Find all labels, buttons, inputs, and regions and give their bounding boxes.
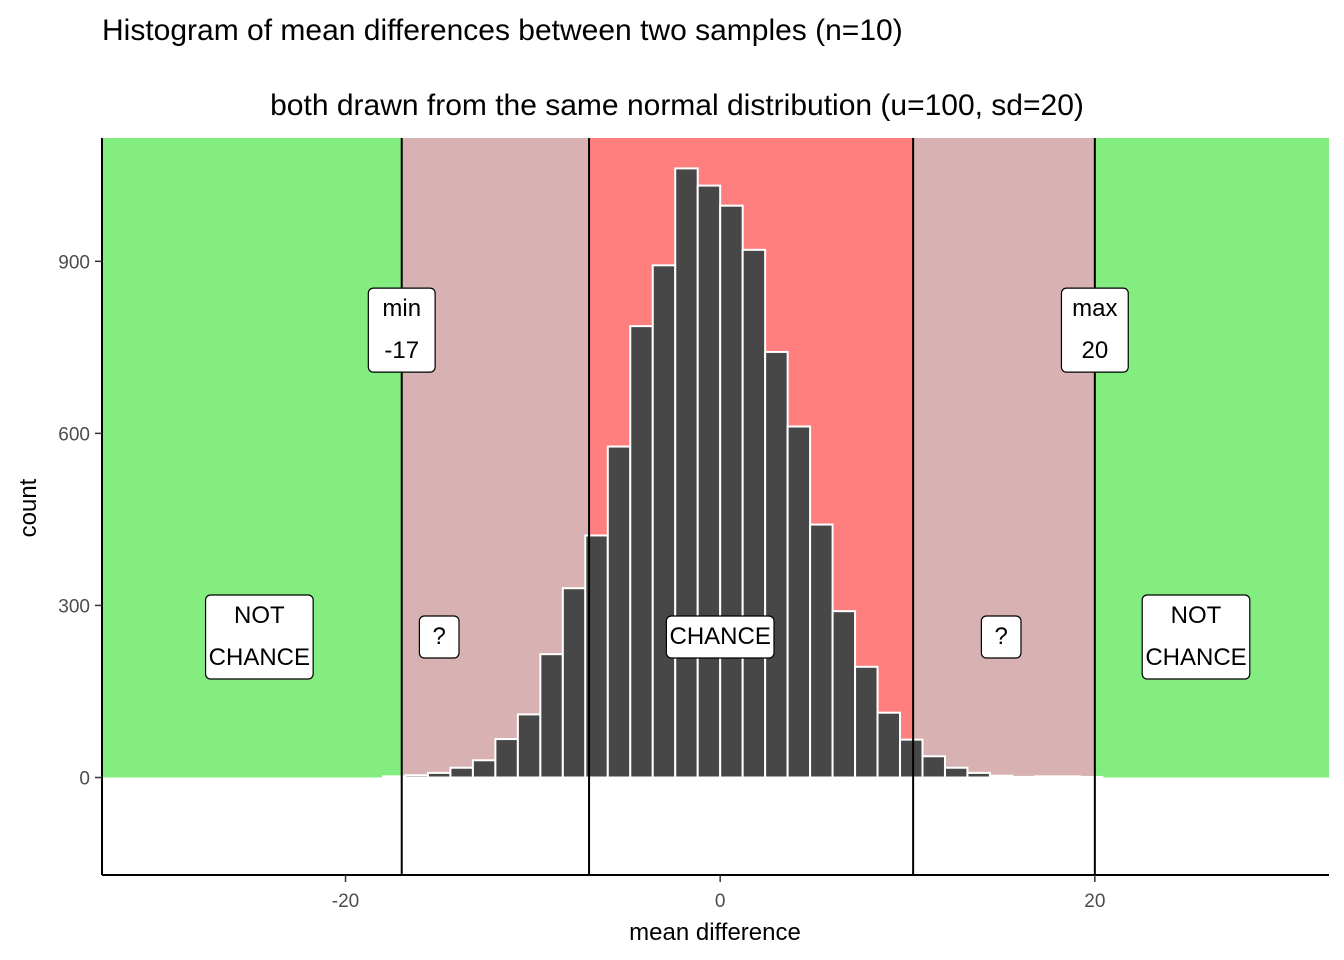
label-text: max	[1072, 295, 1117, 322]
histogram-bar	[988, 774, 1014, 779]
histogram-bar	[876, 711, 902, 779]
y-tick-label: 0	[79, 768, 90, 789]
histogram-bar	[696, 184, 722, 779]
histogram-bar	[1078, 775, 1104, 779]
label-text: ?	[994, 623, 1007, 650]
histogram-bar	[561, 587, 587, 779]
histogram-bar	[426, 771, 452, 779]
label-text: min	[382, 295, 421, 322]
not-chance-right-label: NOT CHANCE	[1141, 594, 1251, 680]
histogram-bar	[764, 350, 789, 779]
label-text: ?	[433, 623, 446, 650]
not-chance-left-label: NOT CHANCE	[204, 594, 314, 680]
histogram-bar	[494, 738, 519, 779]
chart-subtitle: both drawn from the same normal distribu…	[270, 89, 1084, 122]
histogram-bar	[449, 766, 474, 779]
label-box	[980, 615, 1022, 659]
uncertain-right-label: ?	[980, 615, 1022, 659]
histogram-bar	[404, 774, 429, 779]
label-box	[418, 615, 460, 659]
label-text: CHANCE	[209, 644, 310, 671]
histogram-bar	[899, 738, 924, 779]
label-box	[367, 287, 436, 373]
histogram-bar	[629, 325, 654, 779]
axis-ticks: 0 300 600 900 -20 0 20	[58, 252, 1105, 912]
x-tick-label: -20	[332, 891, 359, 912]
y-tick-label: 300	[58, 596, 90, 617]
y-tick-label: 900	[58, 252, 90, 273]
chance-label: CHANCE	[665, 615, 775, 659]
histogram-bar	[741, 248, 767, 779]
histogram-bar	[1033, 775, 1059, 779]
histogram-bar	[539, 653, 564, 779]
histogram-bar	[831, 610, 857, 779]
label-box	[1141, 594, 1251, 680]
histogram-bar	[1056, 775, 1081, 779]
histogram-bar	[809, 523, 834, 779]
histogram-bar	[786, 425, 812, 779]
label-text: CHANCE	[1145, 644, 1246, 671]
x-axis-title: mean difference	[629, 919, 801, 946]
region-not-chance-left	[102, 138, 402, 778]
label-box	[204, 594, 314, 680]
region-not-chance-right	[1094, 138, 1329, 778]
threshold-lines	[400, 138, 1096, 875]
histogram-bar	[854, 665, 879, 779]
chart-title: Histogram of mean differences between tw…	[102, 14, 903, 47]
histogram-bar	[606, 445, 632, 779]
label-text: NOT	[234, 602, 285, 629]
histogram-bar	[651, 264, 677, 779]
histogram-bar	[943, 766, 969, 779]
histogram-bar	[674, 167, 699, 779]
uncertain-left-label: ?	[418, 615, 460, 659]
histogram-bar	[516, 713, 542, 779]
label-box	[665, 615, 775, 659]
label-text: CHANCE	[670, 623, 771, 650]
histogram-bar	[471, 759, 497, 779]
x-tick-label: 0	[715, 891, 726, 912]
min-label: min -17	[367, 287, 436, 373]
x-tick-label: 20	[1084, 891, 1105, 912]
histogram-bar	[921, 755, 946, 779]
label-text: -17	[384, 337, 419, 364]
y-axis-title: count	[15, 478, 42, 537]
annotations: min -17 max 20 NOT CHANCE? CHANCE ? NOT CHANCE	[204, 287, 1251, 680]
histogram-bar	[966, 771, 991, 779]
histogram-bar	[719, 204, 744, 779]
histogram-bar	[1011, 775, 1036, 779]
label-text: 20	[1081, 337, 1108, 364]
label-text: NOT	[1171, 602, 1222, 629]
y-tick-label: 600	[58, 424, 90, 445]
label-box	[1060, 287, 1129, 373]
region-uncertain-right	[913, 138, 1095, 778]
max-label: max 20	[1060, 287, 1129, 373]
